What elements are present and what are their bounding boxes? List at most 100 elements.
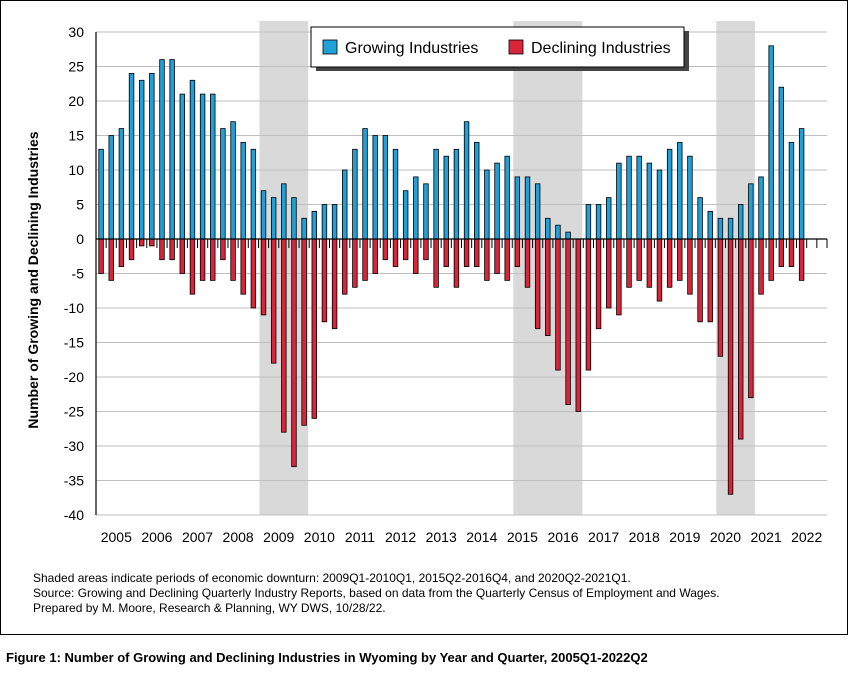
declining-bar xyxy=(382,238,389,261)
growing-bar xyxy=(392,148,399,240)
growing-bar xyxy=(179,93,185,240)
growing-bar xyxy=(616,162,622,240)
growing-bar xyxy=(555,224,561,240)
gridlines xyxy=(96,31,827,516)
declining-bar xyxy=(494,238,500,274)
declining-bar xyxy=(250,238,257,309)
declining-bar xyxy=(433,238,439,288)
declining-bar xyxy=(331,238,338,330)
x-tick-label: 2021 xyxy=(751,529,782,545)
y-tick-label: 15 xyxy=(68,128,84,144)
declining-bar xyxy=(748,238,754,399)
growing-bar xyxy=(423,183,429,240)
growing-bar xyxy=(362,128,368,240)
declining-bar xyxy=(555,238,561,371)
chart-notes: Shaded areas indicate periods of economi… xyxy=(33,571,720,616)
growing-bar xyxy=(240,141,246,240)
growing-bar xyxy=(169,59,175,240)
declining-bar xyxy=(707,238,713,323)
declining-bar xyxy=(189,238,196,295)
declining-bar xyxy=(413,238,419,274)
y-tick-label: -5 xyxy=(72,266,85,282)
declining-bar xyxy=(281,238,287,433)
growing-bar xyxy=(707,210,713,240)
x-tick-label: 2022 xyxy=(791,529,822,545)
growing-bar xyxy=(301,217,307,240)
growing-bar xyxy=(311,210,317,240)
x-tick-label: 2005 xyxy=(101,529,132,545)
declining-bar xyxy=(534,238,541,330)
declining-bar xyxy=(656,238,663,302)
growing-bar xyxy=(697,197,703,240)
growing-bar xyxy=(382,135,389,240)
bars xyxy=(98,45,805,495)
growing-bar xyxy=(727,217,734,240)
declining-bar xyxy=(220,238,226,261)
growing-bar xyxy=(798,128,805,240)
y-tick-label: 25 xyxy=(68,59,84,75)
growing-bar xyxy=(250,148,257,240)
growing-bar xyxy=(331,204,338,240)
declining-bar xyxy=(524,238,531,288)
declining-bar xyxy=(463,238,470,268)
growing-bar xyxy=(342,169,348,240)
declining-bar xyxy=(423,238,429,261)
y-tick-label: 0 xyxy=(76,231,84,247)
declining-bar xyxy=(149,238,155,247)
declining-bar xyxy=(758,238,764,295)
declining-bar xyxy=(108,238,114,281)
growing-bar xyxy=(738,204,744,240)
growing-bar xyxy=(128,73,135,240)
declining-bar xyxy=(240,238,246,295)
growing-bar xyxy=(494,162,500,240)
growing-bar xyxy=(677,141,683,240)
declining-bar xyxy=(128,238,135,261)
growing-bar xyxy=(474,141,480,240)
growing-bar xyxy=(270,197,277,240)
growing-bar xyxy=(636,155,642,240)
declining-bar xyxy=(595,238,602,330)
growing-bar xyxy=(413,176,419,240)
declining-bar xyxy=(646,238,653,288)
growing-bar xyxy=(606,197,612,240)
declining-bar xyxy=(727,238,734,495)
growing-bar xyxy=(118,128,125,240)
x-tick-label: 2017 xyxy=(588,529,619,545)
y-tick-label: 30 xyxy=(68,24,84,40)
growing-bar xyxy=(717,217,724,240)
declining-bar xyxy=(738,238,744,440)
growing-bar xyxy=(646,162,653,240)
declining-bar xyxy=(666,238,673,288)
declining-bar xyxy=(585,238,592,371)
declining-bar xyxy=(798,238,805,281)
y-tick-label: -25 xyxy=(64,404,84,420)
legend-swatch-declining xyxy=(508,39,524,55)
x-tick-label: 2010 xyxy=(304,529,335,545)
x-tick-label: 2015 xyxy=(507,529,538,545)
y-tick-label: -10 xyxy=(64,300,84,316)
declining-bar xyxy=(616,238,622,316)
declining-bar xyxy=(352,238,358,288)
growing-bar xyxy=(626,155,632,240)
growing-bar xyxy=(666,148,673,240)
declining-bar xyxy=(210,238,216,281)
growing-bar xyxy=(372,135,378,240)
growing-bar xyxy=(585,204,592,240)
note-shaded-areas: Shaded areas indicate periods of economi… xyxy=(33,571,631,585)
declining-bar xyxy=(260,238,267,316)
declining-bar xyxy=(98,238,104,274)
growing-bar xyxy=(210,93,216,240)
declining-bar xyxy=(362,238,368,281)
declining-bar xyxy=(453,238,460,288)
growing-bar xyxy=(687,155,693,240)
declining-bar xyxy=(677,238,683,281)
note-prepared-by: Prepared by M. Moore, Research & Plannin… xyxy=(33,601,386,615)
x-tick-label: 2012 xyxy=(385,529,416,545)
growing-bar xyxy=(748,183,754,240)
growing-bar xyxy=(524,176,531,240)
note-source: Source: Growing and Declining Quarterly … xyxy=(33,586,720,600)
growing-bar xyxy=(220,128,226,240)
declining-bar xyxy=(788,238,795,268)
declining-bar xyxy=(626,238,632,288)
